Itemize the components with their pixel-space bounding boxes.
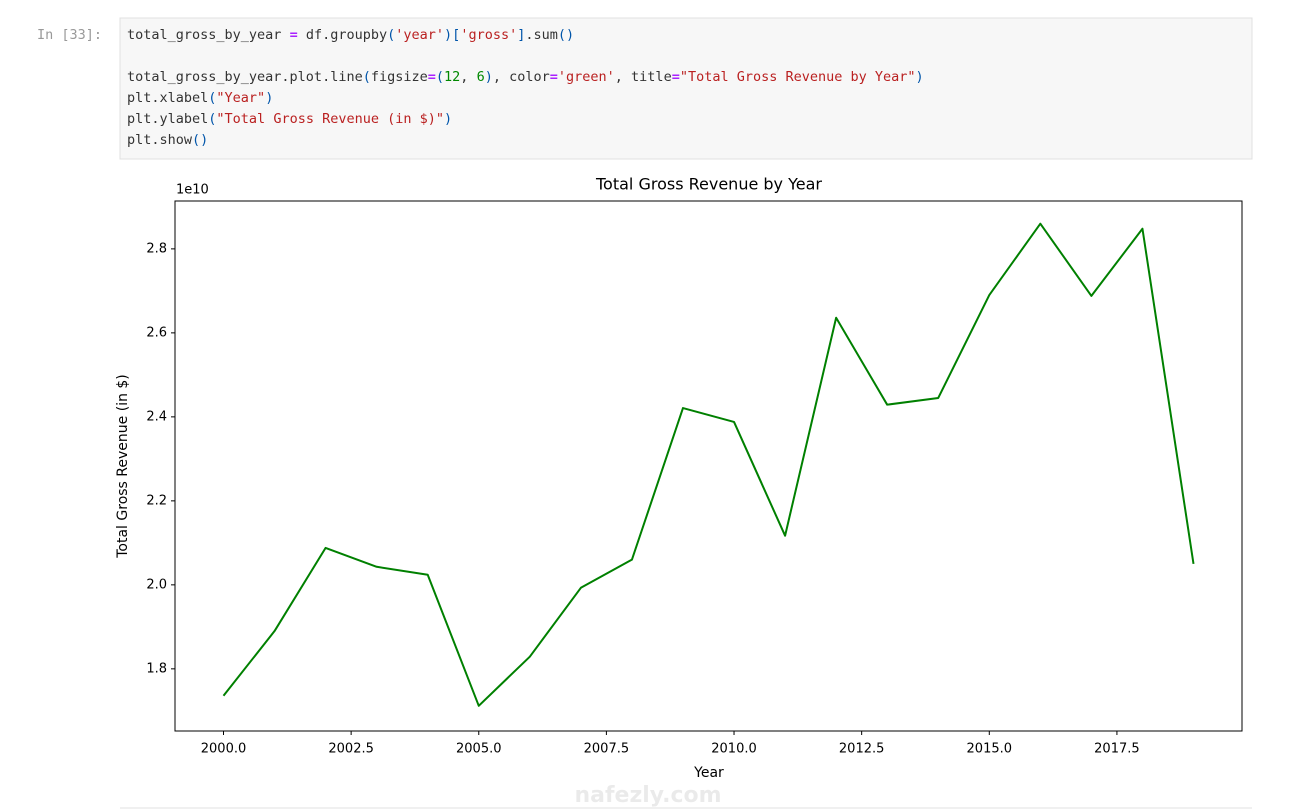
plot-frame [174,200,1243,732]
y-tick-label: 2.8 [146,241,167,256]
y-axis-label: Total Gross Revenue (in $) [115,374,131,559]
code-line: plt.xlabel("Year") [127,90,273,106]
y-tick-label: 2.0 [146,577,167,592]
y-tick-label: 2.4 [146,409,167,424]
y-tick-label: 2.2 [146,493,167,508]
prompt: In [33]: [37,27,102,43]
x-tick-label: 2000.0 [201,742,247,757]
offset-text: 1e10 [176,183,209,198]
x-axis-label: Year [693,765,724,781]
code-line: plt.ylabel("Total Gross Revenue (in $)") [127,111,452,127]
x-tick-label: 2012.5 [839,742,885,757]
x-tick-label: 2007.5 [584,742,630,757]
y-tick-label: 2.6 [146,325,167,340]
x-tick-label: 2015.0 [967,742,1013,757]
code-cell[interactable] [119,17,1253,160]
x-tick-label: 2010.0 [711,742,757,757]
code-line: total_gross_by_year.plot.line(figsize=(1… [127,69,924,85]
x-tick-label: 2005.0 [456,742,502,757]
y-tick-label: 1.8 [146,661,167,676]
x-tick-label: 2017.5 [1094,742,1140,757]
code-line: total_gross_by_year = df.groupby('year')… [127,27,574,43]
line-series [222,222,1195,707]
code-line: plt.show() [127,132,208,148]
x-tick-label: 2002.5 [328,742,374,757]
chart-title: Total Gross Revenue by Year [595,175,822,194]
watermark: nafezly.com [574,783,721,808]
